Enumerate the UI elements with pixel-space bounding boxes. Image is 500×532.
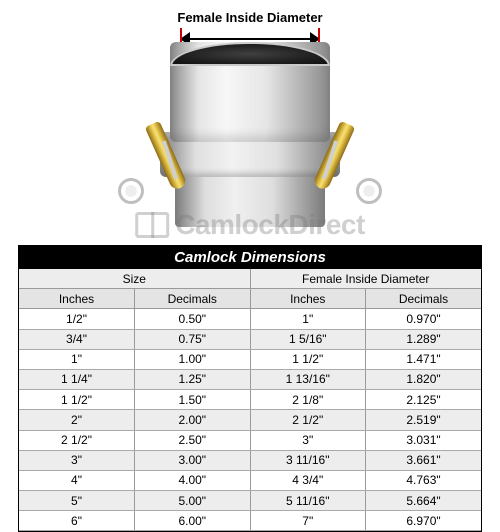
table-title: Camlock Dimensions	[19, 246, 481, 269]
table-cell: 1"	[250, 309, 366, 329]
table-row: 2 1/2"2.50"3"3.031"	[19, 430, 481, 450]
table-row: 1/2"0.50"1"0.970"	[19, 309, 481, 329]
table-cell: 3.661"	[366, 450, 482, 470]
table-cell: 2 1/2"	[250, 410, 366, 430]
col-header: Inches	[250, 289, 366, 309]
table-cell: 3"	[19, 450, 135, 470]
table-cell: 1 1/2"	[19, 390, 135, 410]
table-row: 1 1/2"1.50"2 1/8"2.125"	[19, 390, 481, 410]
table-cell: 4"	[19, 470, 135, 490]
watermark: CamlockDirect	[135, 209, 365, 241]
table-cell: 1 1/2"	[250, 349, 366, 369]
table-cell: 5.00"	[135, 491, 251, 511]
diameter-label: Female Inside Diameter	[177, 10, 322, 25]
table-cell: 2.50"	[135, 430, 251, 450]
table-cell: 3 11/16"	[250, 450, 366, 470]
dimensions-table: Camlock Dimensions Size Female Inside Di…	[18, 245, 482, 532]
table-cell: 1"	[19, 349, 135, 369]
handle-right-icon	[326, 124, 386, 204]
table-cell: 3"	[250, 430, 366, 450]
table-row: 1 1/4"1.25"1 13/16"1.820"	[19, 369, 481, 389]
table-cell: 1.25"	[135, 369, 251, 389]
group-header-diameter: Female Inside Diameter	[250, 269, 481, 289]
handle-left-icon	[114, 124, 174, 204]
table-row: 2"2.00"2 1/2"2.519"	[19, 410, 481, 430]
table-row: 5"5.00"5 11/16"5.664"	[19, 491, 481, 511]
table-cell: 1.50"	[135, 390, 251, 410]
table-cell: 2 1/2"	[19, 430, 135, 450]
table-cell: 1.00"	[135, 349, 251, 369]
col-header: Decimals	[135, 289, 251, 309]
table-cell: 4 3/4"	[250, 470, 366, 490]
table-row: 4"4.00"4 3/4"4.763"	[19, 470, 481, 490]
col-header: Decimals	[366, 289, 482, 309]
table-cell: 5"	[19, 491, 135, 511]
table-cell: 0.75"	[135, 329, 251, 349]
watermark-text: CamlockDirect	[175, 209, 365, 241]
table-cell: 5.664"	[366, 491, 482, 511]
table-cell: 1.289"	[366, 329, 482, 349]
table-cell: 3.00"	[135, 450, 251, 470]
table-row: 6"6.00"7"6.970"	[19, 511, 481, 531]
table-cell: 2"	[19, 410, 135, 430]
table-cell: 1/2"	[19, 309, 135, 329]
table-cell: 2.519"	[366, 410, 482, 430]
table-cell: 1.820"	[366, 369, 482, 389]
col-header: Inches	[19, 289, 135, 309]
camlock-fitting-icon	[150, 42, 350, 232]
table-cell: 6.00"	[135, 511, 251, 531]
logo-icon	[135, 212, 169, 238]
table-row: 3/4"0.75"1 5/16"1.289"	[19, 329, 481, 349]
table-cell: 2.00"	[135, 410, 251, 430]
table-cell: 1 5/16"	[250, 329, 366, 349]
table-cell: 2 1/8"	[250, 390, 366, 410]
table-cell: 1.471"	[366, 349, 482, 369]
table-cell: 0.50"	[135, 309, 251, 329]
group-header-size: Size	[19, 269, 250, 289]
table-cell: 1 13/16"	[250, 369, 366, 389]
table-cell: 5 11/16"	[250, 491, 366, 511]
table-body: Size Female Inside Diameter Inches Decim…	[19, 269, 481, 531]
table-cell: 3/4"	[19, 329, 135, 349]
table-cell: 4.763"	[366, 470, 482, 490]
table-row: 1"1.00"1 1/2"1.471"	[19, 349, 481, 369]
product-diagram: Female Inside Diameter CamlockDirect	[0, 0, 500, 245]
table-cell: 6.970"	[366, 511, 482, 531]
table-cell: 6"	[19, 511, 135, 531]
table-cell: 7"	[250, 511, 366, 531]
table-cell: 2.125"	[366, 390, 482, 410]
table-cell: 3.031"	[366, 430, 482, 450]
table-cell: 4.00"	[135, 470, 251, 490]
table-cell: 0.970"	[366, 309, 482, 329]
table-row: 3"3.00"3 11/16"3.661"	[19, 450, 481, 470]
table-cell: 1 1/4"	[19, 369, 135, 389]
